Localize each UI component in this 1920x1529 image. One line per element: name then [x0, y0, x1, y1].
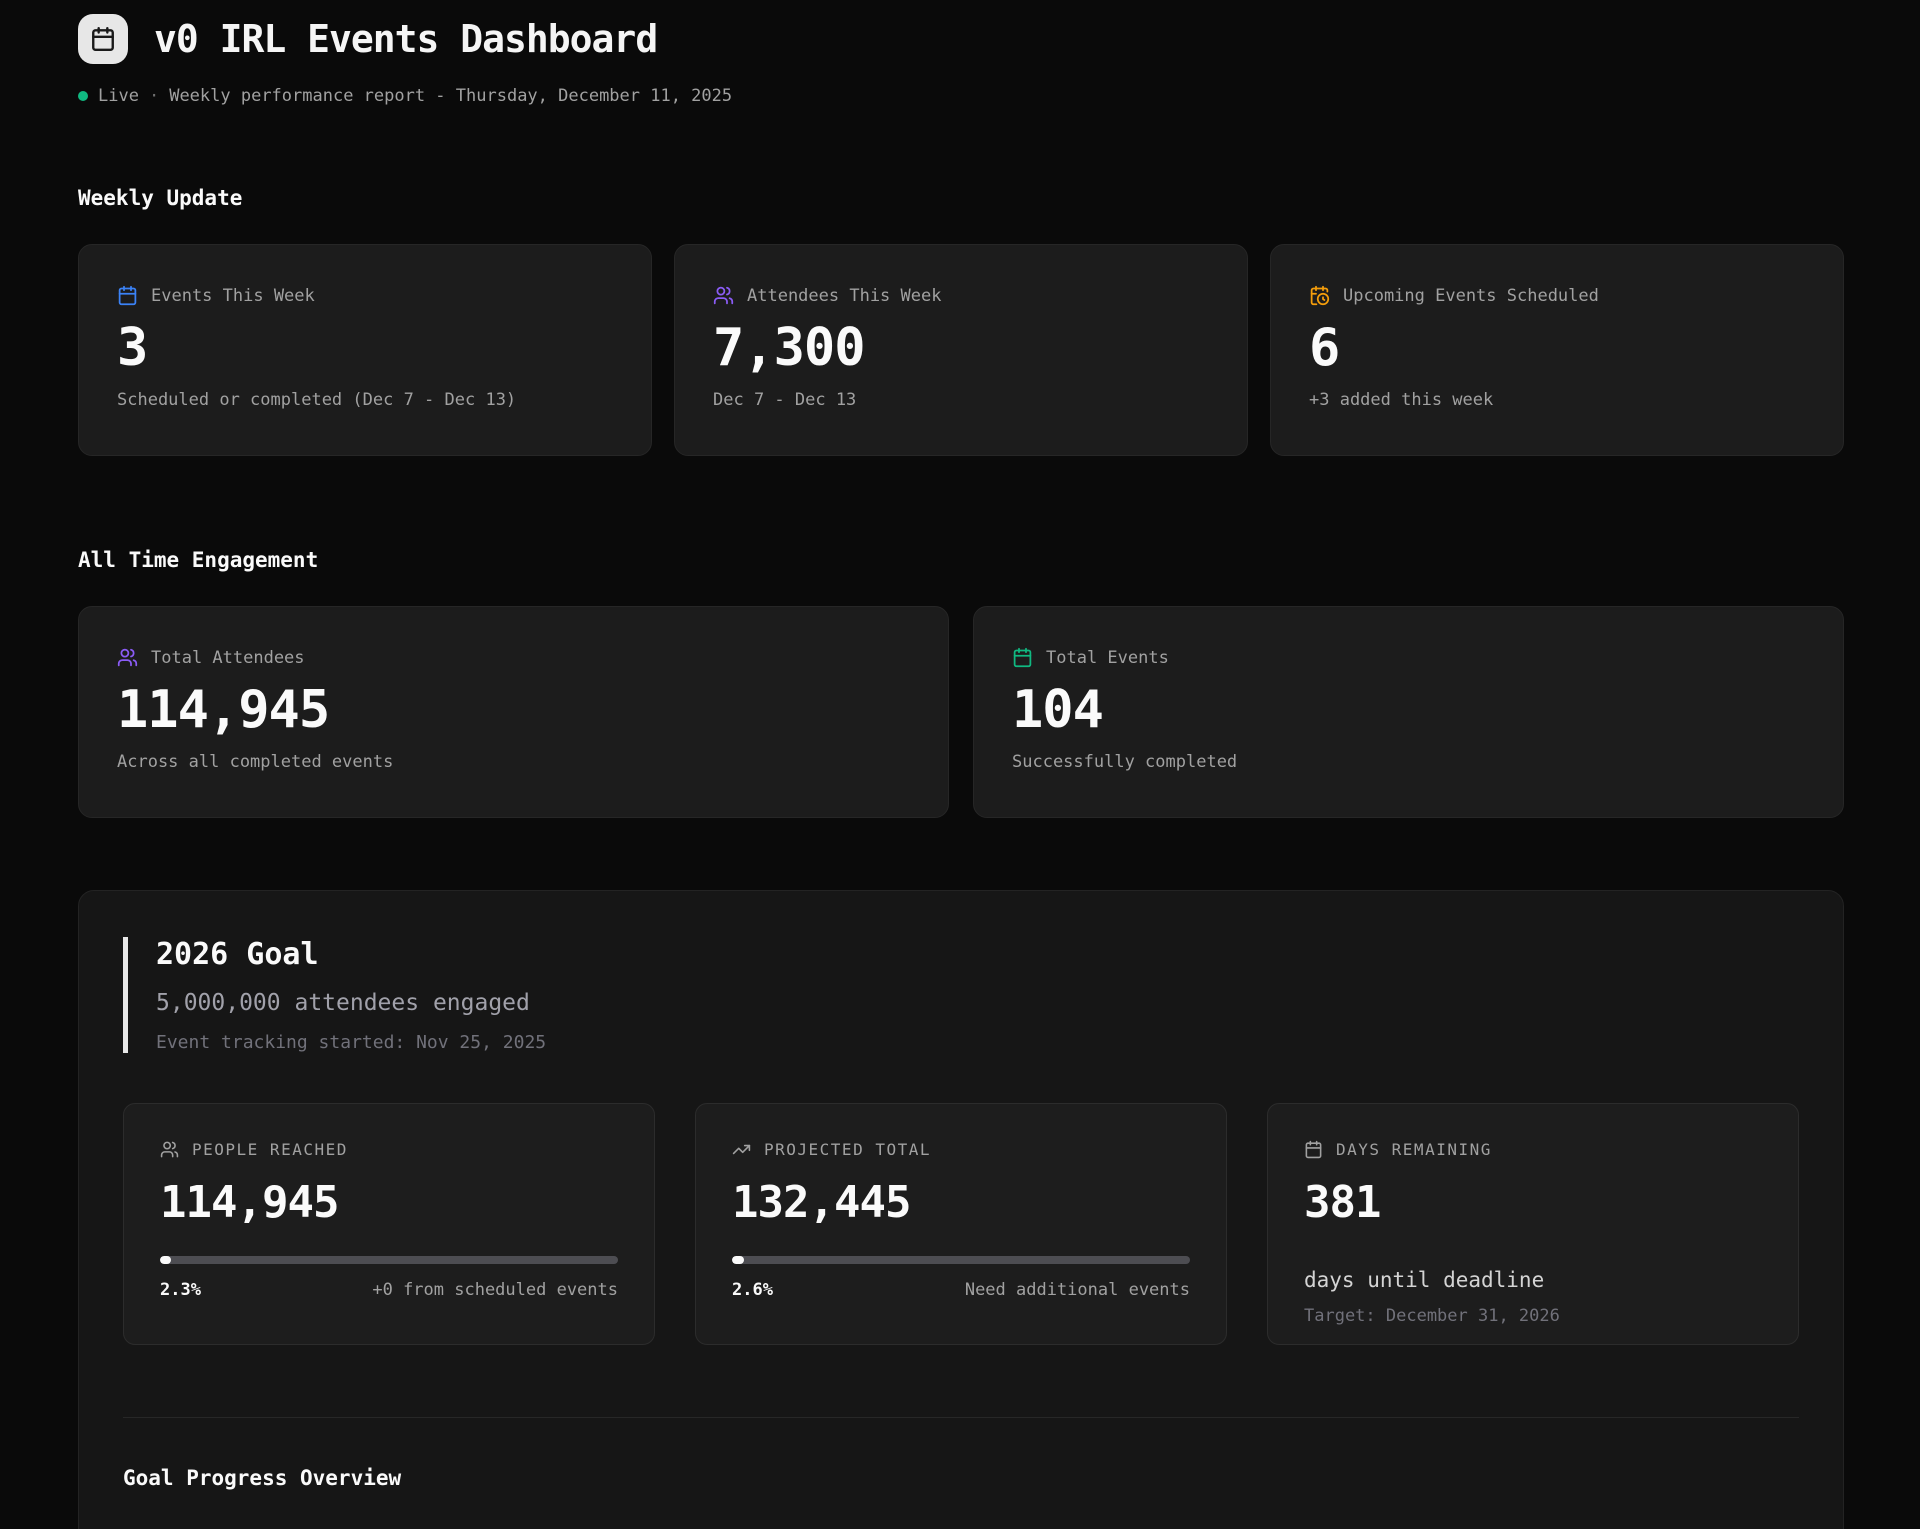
calendar-icon [118, 285, 137, 306]
goal-header: 2026 Goal 5,000,000 attendees engaged Ev… [123, 937, 1799, 1053]
live-status-dot [78, 91, 88, 101]
card-total-attendees: Total Attendees 114,945 Across all compl… [78, 606, 949, 818]
users-icon [117, 648, 138, 667]
card-value: 3 [117, 318, 148, 378]
stat-value: 132,445 [732, 1177, 911, 1228]
goal-stats: PEOPLE REACHED 114,945 2.3% +0 from sche… [123, 1103, 1799, 1345]
progress-percent: 2.6% [732, 1280, 773, 1300]
progress-percent: 2.3% [160, 1280, 201, 1300]
weekly-update-cards: Events This Week 3 Scheduled or complete… [78, 244, 1844, 456]
card-events-this-week: Events This Week 3 Scheduled or complete… [78, 244, 652, 456]
calendar-icon [1013, 647, 1032, 668]
goal-subtitle: 5,000,000 attendees engaged [156, 990, 530, 1016]
live-label: Live [98, 86, 139, 106]
calendar-clock-icon [1310, 285, 1330, 306]
card-subtext: Dec 7 - Dec 13 [713, 390, 857, 410]
days-target: Target: December 31, 2026 [1304, 1306, 1560, 1326]
card-value: 114,945 [117, 680, 330, 740]
progress-bar [160, 1256, 618, 1264]
progress-note: +0 from scheduled events [372, 1280, 618, 1300]
days-subtext: days until deadline [1304, 1268, 1545, 1292]
header: v0 IRL Events Dashboard [78, 14, 1844, 64]
card-label: Attendees This Week [747, 285, 942, 306]
goal-card: 2026 Goal 5,000,000 attendees engaged Ev… [78, 890, 1844, 1529]
stat-days-remaining: DAYS REMAINING 381 days until deadline T… [1267, 1103, 1799, 1345]
card-value: 7,300 [713, 318, 866, 378]
stat-label: PROJECTED TOTAL [764, 1140, 931, 1159]
all-time-cards: Total Attendees 114,945 Across all compl… [78, 606, 1844, 818]
progress-fill [732, 1256, 744, 1264]
calendar-icon [1305, 1140, 1322, 1159]
stat-projected-total: PROJECTED TOTAL 132,445 2.6% Need additi… [695, 1103, 1227, 1345]
page-title: v0 IRL Events Dashboard [154, 17, 658, 61]
stat-value: 114,945 [160, 1177, 339, 1228]
card-upcoming-events: Upcoming Events Scheduled 6 +3 added thi… [1270, 244, 1844, 456]
card-subtext: Successfully completed [1012, 752, 1238, 772]
card-attendees-this-week: Attendees This Week 7,300 Dec 7 - Dec 13 [674, 244, 1248, 456]
status-separator: · [148, 86, 160, 106]
section-all-time: All Time Engagement Total Attendees 114,… [78, 548, 1844, 818]
goal-tracking-note: Event tracking started: Nov 25, 2025 [156, 1032, 547, 1053]
card-label: Total Events [1046, 647, 1169, 668]
card-value: 104 [1012, 680, 1104, 740]
stat-label: PEOPLE REACHED [192, 1140, 348, 1159]
app-logo [78, 14, 128, 64]
calendar-icon [92, 26, 114, 52]
card-label: Events This Week [151, 285, 315, 306]
card-subtext: Across all completed events [117, 752, 394, 772]
users-icon [160, 1141, 179, 1158]
users-icon [713, 286, 734, 305]
trending-up-icon [732, 1144, 751, 1155]
weekly-update-heading: Weekly Update [78, 186, 243, 210]
goal-title: 2026 Goal [156, 937, 319, 972]
status-bar: Live · Weekly performance report - Thurs… [78, 86, 1844, 106]
progress-fill [160, 1256, 171, 1264]
section-weekly-update: Weekly Update Events This Week 3 Schedul… [78, 186, 1844, 456]
all-time-heading: All Time Engagement [78, 548, 319, 572]
goal-progress-overview-heading: Goal Progress Overview [123, 1466, 402, 1490]
card-subtext: Scheduled or completed (Dec 7 - Dec 13) [117, 390, 517, 410]
card-label: Total Attendees [151, 647, 305, 668]
card-subtext: +3 added this week [1309, 390, 1494, 410]
report-subtitle: Weekly performance report - Thursday, De… [169, 86, 733, 106]
progress-note: Need additional events [964, 1280, 1190, 1300]
card-label: Upcoming Events Scheduled [1343, 285, 1599, 306]
card-total-events: Total Events 104 Successfully completed [973, 606, 1844, 818]
progress-bar [732, 1256, 1190, 1264]
stat-label: DAYS REMAINING [1336, 1140, 1492, 1159]
card-value: 6 [1309, 318, 1340, 378]
stat-value: 381 [1304, 1177, 1381, 1228]
goal-divider [123, 1417, 1799, 1418]
stat-people-reached: PEOPLE REACHED 114,945 2.3% +0 from sche… [123, 1103, 655, 1345]
